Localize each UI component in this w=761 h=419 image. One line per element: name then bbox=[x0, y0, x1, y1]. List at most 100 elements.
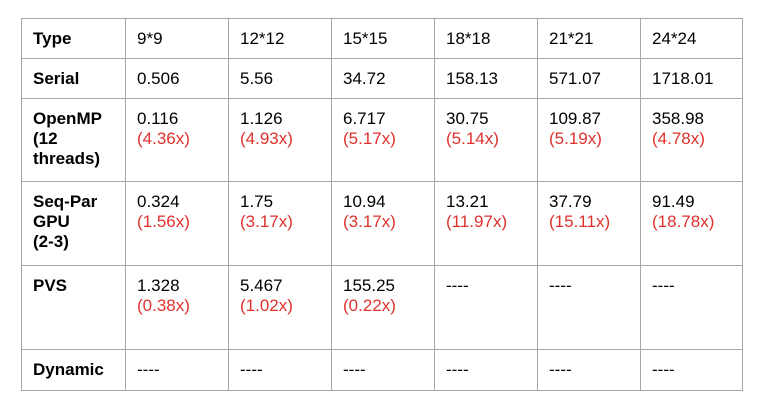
header-cell-type: Type bbox=[21, 18, 126, 59]
row-label: Seq-Par GPU (2-3) bbox=[21, 181, 126, 266]
time-value: 1.75 bbox=[240, 192, 274, 211]
time-value: 1.328 bbox=[137, 276, 180, 295]
header-cell-12x12: 12*12 bbox=[228, 18, 332, 59]
header-cell-18x18: 18*18 bbox=[434, 18, 538, 59]
table-cell: 0.506 bbox=[125, 58, 229, 99]
row-label: PVS bbox=[21, 265, 126, 350]
table-cell: ---- bbox=[640, 265, 743, 350]
speedup-value: (3.17x) bbox=[240, 212, 293, 231]
row-label: OpenMP (12 threads) bbox=[21, 98, 126, 182]
table-cell: 5.56 bbox=[228, 58, 332, 99]
row-label-line: GPU bbox=[33, 212, 70, 231]
time-value: 5.56 bbox=[240, 69, 274, 88]
row-label: Serial bbox=[21, 58, 126, 99]
time-value: 6.717 bbox=[343, 109, 386, 128]
time-value: 1.126 bbox=[240, 109, 283, 128]
table-cell: 571.07 bbox=[537, 58, 641, 99]
row-label-line: OpenMP bbox=[33, 109, 102, 128]
table-cell: ---- bbox=[125, 349, 229, 391]
speedup-value: (0.22x) bbox=[343, 296, 396, 315]
time-value: ---- bbox=[446, 276, 469, 295]
speedup-value: (18.78x) bbox=[652, 212, 715, 231]
table-cell: 6.717 (5.17x) bbox=[331, 98, 435, 182]
table-cell: ---- bbox=[331, 349, 435, 391]
time-value: ---- bbox=[137, 360, 160, 379]
table-cell: 1718.01 bbox=[640, 58, 743, 99]
row-label-line: PVS bbox=[33, 276, 68, 295]
speedup-value: (15.11x) bbox=[549, 212, 611, 231]
row-label-line: Dynamic bbox=[33, 360, 104, 379]
table-cell: 1.126 (4.93x) bbox=[228, 98, 332, 182]
speedup-value: (4.93x) bbox=[240, 129, 293, 148]
speedup-value: (5.14x) bbox=[446, 129, 499, 148]
speedup-value: (4.36x) bbox=[137, 129, 190, 148]
time-value: 155.25 bbox=[343, 276, 395, 295]
header-cell-15x15: 15*15 bbox=[331, 18, 435, 59]
time-value: ---- bbox=[549, 360, 572, 379]
time-value: 91.49 bbox=[652, 192, 695, 211]
speedup-value: (5.19x) bbox=[549, 129, 602, 148]
row-label-line: Seq-Par bbox=[33, 192, 98, 211]
table-cell: 34.72 bbox=[331, 58, 435, 99]
table-cell: 158.13 bbox=[434, 58, 538, 99]
time-value: ---- bbox=[343, 360, 366, 379]
table-cell: ---- bbox=[537, 265, 641, 350]
table-cell: 91.49 (18.78x) bbox=[640, 181, 743, 266]
row-label: Dynamic bbox=[21, 349, 126, 391]
header-cell-21x21: 21*21 bbox=[537, 18, 641, 59]
time-value: 0.506 bbox=[137, 69, 180, 88]
table-cell: ---- bbox=[434, 349, 538, 391]
speedup-value: (1.56x) bbox=[137, 212, 190, 231]
time-value: 0.324 bbox=[137, 192, 180, 211]
time-value: 37.79 bbox=[549, 192, 592, 211]
table-cell: 10.94 (3.17x) bbox=[331, 181, 435, 266]
time-value: 1718.01 bbox=[652, 69, 714, 88]
time-value: 10.94 bbox=[343, 192, 386, 211]
row-label-line: threads) bbox=[33, 149, 101, 168]
table-cell: ---- bbox=[434, 265, 538, 350]
speedup-value: (1.02x) bbox=[240, 296, 293, 315]
time-value: 109.87 bbox=[549, 109, 601, 128]
table-row-pvs: PVS 1.328 (0.38x) 5.467 (1.02x) 155.25 (0.2… bbox=[21, 265, 743, 350]
time-value: 34.72 bbox=[343, 69, 386, 88]
table-cell: 109.87 (5.19x) bbox=[537, 98, 641, 182]
table-cell: 358.98 (4.78x) bbox=[640, 98, 743, 182]
results-table: Type 9*9 12*12 15*15 18*18 21*21 24*24 S… bbox=[21, 18, 743, 391]
time-value: ---- bbox=[652, 276, 675, 295]
time-value: ---- bbox=[446, 360, 469, 379]
time-value: ---- bbox=[652, 360, 675, 379]
time-value: 358.98 bbox=[652, 109, 704, 128]
time-value: 158.13 bbox=[446, 69, 498, 88]
header-row: Type 9*9 12*12 15*15 18*18 21*21 24*24 bbox=[21, 18, 743, 59]
time-value: ---- bbox=[549, 276, 572, 295]
header-cell-24x24: 24*24 bbox=[640, 18, 743, 59]
time-value: 30.75 bbox=[446, 109, 489, 128]
table-cell: 155.25 (0.22x) bbox=[331, 265, 435, 350]
table-row-serial: Serial 0.506 5.56 34.72 158.13 571.07 17… bbox=[21, 58, 743, 99]
time-value: ---- bbox=[240, 360, 263, 379]
table-row-dynamic: Dynamic ---- ---- ---- ---- ---- ---- bbox=[21, 349, 743, 391]
table-cell: ---- bbox=[640, 349, 743, 391]
time-value: 5.467 bbox=[240, 276, 283, 295]
row-label-line: (2-3) bbox=[33, 232, 69, 251]
speedup-value: (11.97x) bbox=[446, 212, 508, 231]
table-cell: 37.79 (15.11x) bbox=[537, 181, 641, 266]
table-cell: 0.324 (1.56x) bbox=[125, 181, 229, 266]
row-label-line: Serial bbox=[33, 69, 80, 88]
time-value: 571.07 bbox=[549, 69, 601, 88]
speedup-value: (0.38x) bbox=[137, 296, 190, 315]
table-cell: 1.75 (3.17x) bbox=[228, 181, 332, 266]
table-cell: 30.75 (5.14x) bbox=[434, 98, 538, 182]
row-label-line: (12 bbox=[33, 129, 58, 148]
table-cell: 0.116 (4.36x) bbox=[125, 98, 229, 182]
table-cell: ---- bbox=[228, 349, 332, 391]
table-row-seq-par-gpu: Seq-Par GPU (2-3) 0.324 (1.56x) 1.75 (3.17… bbox=[21, 181, 743, 266]
header-cell-9x9: 9*9 bbox=[125, 18, 229, 59]
table-cell: 5.467 (1.02x) bbox=[228, 265, 332, 350]
speedup-value: (5.17x) bbox=[343, 129, 396, 148]
time-value: 0.116 bbox=[137, 109, 179, 128]
table-cell: ---- bbox=[537, 349, 641, 391]
table-cell: 13.21 (11.97x) bbox=[434, 181, 538, 266]
table-cell: 1.328 (0.38x) bbox=[125, 265, 229, 350]
time-value: 13.21 bbox=[446, 192, 489, 211]
